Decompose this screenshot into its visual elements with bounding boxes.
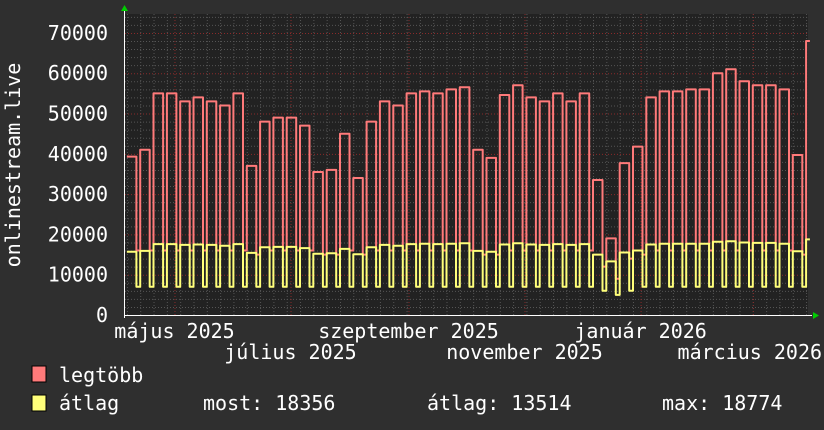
x-tick-label: november 2025 (446, 340, 603, 364)
series-lines (126, 40, 810, 296)
y-tick-label: 40000 (48, 142, 108, 166)
y-tick-label: 30000 (48, 182, 108, 206)
legend-swatch-max (31, 365, 47, 383)
y-tick-labels: 0 10000 20000 30000 40000 50000 60000 70000 (48, 21, 108, 327)
x-axis-arrow-icon (813, 312, 819, 319)
y-tick-label: 20000 (48, 222, 108, 246)
legend-label-avg: átlag (59, 391, 119, 415)
legend-average-value: átlag: 13514 (427, 391, 572, 415)
y-tick-label: 50000 (48, 102, 108, 126)
legend-swatch-avg (31, 394, 47, 412)
legend-max-value: max: 18774 (662, 391, 782, 415)
x-tick-label: január 2026 (574, 319, 706, 343)
y-tick-label: 70000 (48, 21, 108, 45)
x-tick-label: március 2026 (678, 340, 823, 364)
legend-now-value: most: 18356 (203, 391, 335, 415)
x-tick-label: szeptember 2025 (318, 319, 499, 343)
axes (121, 5, 819, 319)
legend-label-max: legtöbb (59, 363, 143, 387)
plot-area (125, 14, 808, 315)
y-tick-label: 60000 (48, 61, 108, 85)
y-tick-label: 10000 (48, 263, 108, 287)
series-line-atlag (126, 238, 810, 296)
y-tick-label: 0 (96, 303, 108, 327)
x-tick-label: május 2025 (114, 319, 234, 343)
y-axis-arrow-icon (121, 5, 128, 11)
y-axis-title: onlinestream.live (1, 63, 25, 268)
x-tick-label: július 2025 (224, 340, 356, 364)
